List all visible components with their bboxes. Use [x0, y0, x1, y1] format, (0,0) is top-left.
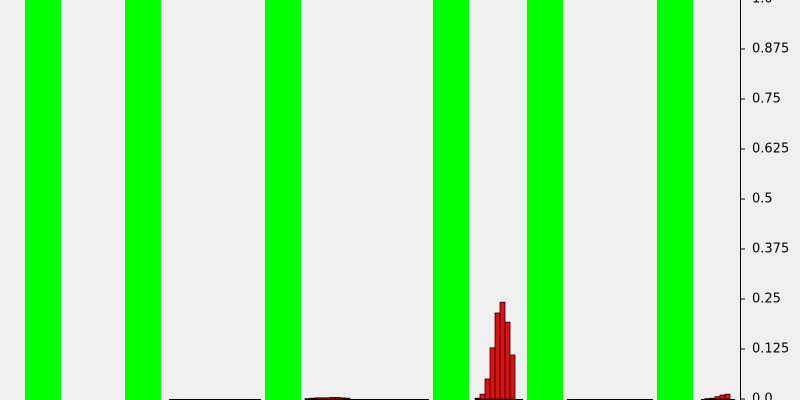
band-4	[433, 0, 469, 400]
band-5	[527, 0, 563, 400]
band-3	[265, 0, 301, 400]
histogram-bar-22	[724, 393, 731, 400]
y-tick-label-8: 0.875	[752, 42, 789, 57]
histogram-bar-13	[489, 347, 496, 400]
histogram-bar-10	[474, 397, 481, 400]
band-6	[657, 0, 693, 400]
histogram-bar-18	[704, 398, 711, 400]
y-tick-label-2: 0.125	[752, 342, 789, 357]
histogram-bar-2	[309, 397, 316, 400]
histogram-bar-15	[499, 301, 506, 400]
histogram-bar-1	[304, 398, 311, 400]
bar-layer	[304, 301, 731, 400]
histogram-bar-21	[719, 394, 726, 400]
y-tick-label-4: 0.375	[752, 242, 789, 257]
band-2	[125, 0, 161, 400]
histogram-bar-8	[339, 397, 346, 400]
histogram-bar-16	[504, 321, 511, 400]
band-layer	[25, 0, 693, 400]
histogram-bar-3	[314, 397, 321, 400]
histogram-bar-12	[484, 378, 491, 400]
histogram-bar-19	[709, 397, 716, 400]
histogram-bar-4	[319, 397, 326, 400]
y-tick-label-9: 1.0	[752, 0, 773, 7]
histogram-bar-17	[509, 354, 516, 400]
histogram-bar-11	[479, 393, 486, 400]
histogram-bar-6	[329, 396, 336, 400]
y-tick-label-3: 0.25	[752, 292, 781, 307]
y-tick-label-5: 0.5	[752, 192, 773, 207]
band-1	[25, 0, 61, 400]
histogram-bar-5	[324, 397, 331, 400]
histogram-bar-14	[494, 312, 501, 400]
y-tick-label-6: 0.625	[752, 142, 789, 157]
histogram-bar-9	[344, 397, 351, 400]
y-tick-label-7: 0.75	[752, 92, 781, 107]
histogram-bar-7	[334, 396, 341, 400]
y-axis: 0.0 0.125 0.25 0.375 0.5 0.625 0.75 0.875 1.0	[740, 0, 789, 400]
y-tick-label-1: 0.0	[752, 392, 773, 400]
histogram-bar-20	[714, 396, 721, 400]
